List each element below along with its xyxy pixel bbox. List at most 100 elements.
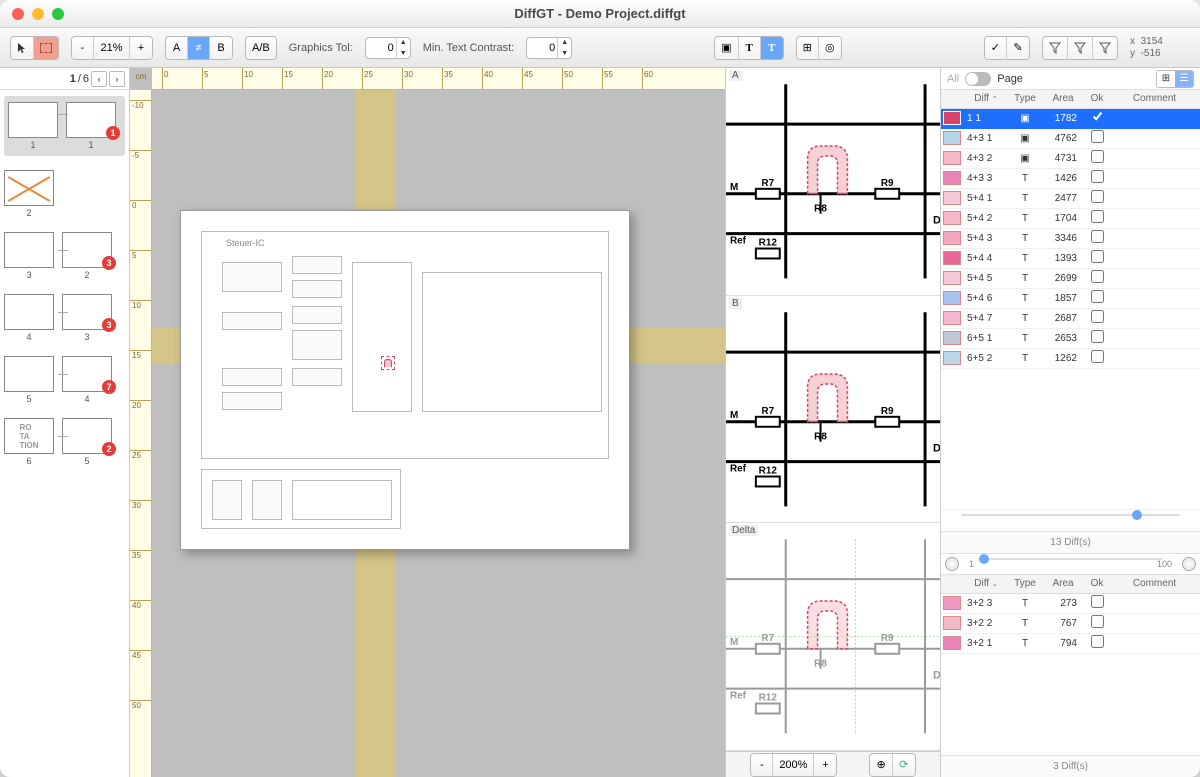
zoom-value[interactable]: 21%	[94, 37, 130, 59]
thumbnail-pair[interactable]: 323	[4, 232, 125, 280]
bottom-table-wrap[interactable]: Diff ⌄ Type Area Ok Comment 3+2 3T2733+2…	[941, 575, 1200, 755]
mode-b[interactable]: B	[210, 37, 232, 59]
table-row[interactable]: 4+3 2▣4731	[941, 148, 1200, 168]
table-row[interactable]: 6+5 2T1262	[941, 348, 1200, 368]
table-filter-bar: All Page ⊞ ☰	[941, 68, 1200, 90]
table-row[interactable]: 5+4 2T1704	[941, 208, 1200, 228]
table-row[interactable]: 1 1▣1782	[941, 108, 1200, 128]
zoom-icon[interactable]	[52, 8, 64, 20]
thumbnail-pair[interactable]: RO TA TION652	[4, 418, 125, 466]
top-table-wrap[interactable]: Diff ⌃ Type Area Ok Comment 1 1▣17824+3 …	[941, 90, 1200, 509]
grid-icon[interactable]: ⊞	[797, 37, 819, 59]
thumbnail-list[interactable]: 111 2 323 433 547 RO TA TION652	[0, 90, 129, 777]
view-mode-segment[interactable]: ⊞ ☰	[1156, 70, 1194, 88]
top-count: 13 Diff(s)	[941, 531, 1200, 553]
region-tool[interactable]	[34, 37, 58, 59]
step-down-icon[interactable]: ▼	[397, 48, 410, 59]
filter-toggle[interactable]	[965, 72, 991, 86]
ok-checkbox[interactable]	[1091, 190, 1104, 203]
table-row[interactable]: 3+2 3T273	[941, 593, 1200, 613]
view-grid-icon[interactable]: ⊞	[1157, 71, 1175, 87]
pointer-tool[interactable]	[11, 37, 34, 59]
table-row[interactable]: 5+4 1T2477	[941, 188, 1200, 208]
table-row[interactable]: 5+4 3T3346	[941, 228, 1200, 248]
ok-checkbox[interactable]	[1091, 170, 1104, 183]
step-up-icon[interactable]: ▲	[397, 37, 410, 48]
text-overlay-b-icon[interactable]: T	[761, 37, 783, 59]
table-row[interactable]: 4+3 1▣4762	[941, 128, 1200, 148]
svg-text:D: D	[933, 215, 940, 227]
table-row[interactable]: 6+5 1T2653	[941, 328, 1200, 348]
ok-checkbox[interactable]	[1091, 110, 1104, 123]
table-row[interactable]: 5+4 7T2687	[941, 308, 1200, 328]
ok-checkbox[interactable]	[1091, 150, 1104, 163]
mid-slider[interactable]: 1 100	[941, 553, 1200, 575]
min-text-input[interactable]	[527, 42, 557, 54]
window-title: DiffGT - Demo Project.diffgt	[514, 6, 685, 21]
svg-text:R8: R8	[814, 659, 827, 670]
mode-compare[interactable]: ≠	[188, 37, 210, 59]
text-overlay-a-icon[interactable]: T	[739, 37, 761, 59]
filter-a-icon[interactable]	[1043, 37, 1068, 59]
ok-checkbox[interactable]	[1091, 350, 1104, 363]
canvas[interactable]: Steuer-IC	[152, 90, 725, 777]
zoom-out-button[interactable]: -	[72, 37, 94, 59]
step-up-icon[interactable]: ▲	[558, 37, 571, 48]
ruler-vertical: -10-505101520253035404550	[130, 90, 152, 777]
ok-checkbox[interactable]	[1091, 290, 1104, 303]
pane-a[interactable]: A R7R9R12MRefDR8	[726, 68, 940, 296]
diff-table-top: Diff ⌃ Type Area Ok Comment 1 1▣17824+3 …	[941, 90, 1200, 369]
globe-left-icon[interactable]	[945, 557, 959, 571]
table-row[interactable]: 5+4 4T1393	[941, 248, 1200, 268]
svg-text:Ref: Ref	[730, 463, 747, 474]
graphics-tol-input[interactable]	[366, 42, 396, 54]
ok-checkbox[interactable]	[1091, 330, 1104, 343]
step-down-icon[interactable]: ▼	[558, 48, 571, 59]
thumbnail-pair[interactable]: 2	[4, 170, 125, 218]
globe-right-icon[interactable]	[1182, 557, 1196, 571]
min-text-stepper[interactable]: ▲▼	[526, 37, 572, 59]
ok-checkbox[interactable]	[1091, 310, 1104, 323]
ok-checkbox[interactable]	[1091, 210, 1104, 223]
compare-zoom-value[interactable]: 200%	[773, 754, 814, 776]
page-next-button[interactable]: ›	[109, 71, 125, 87]
table-row[interactable]: 3+2 1T794	[941, 633, 1200, 653]
thumbnail-pair[interactable]: 547	[4, 356, 125, 404]
filter-all-label: All	[947, 73, 959, 85]
ok-checkbox[interactable]	[1091, 270, 1104, 283]
graphics-tol-stepper[interactable]: ▲▼	[365, 37, 411, 59]
compare-search-icon[interactable]: ⊕	[870, 754, 892, 776]
ok-checkbox[interactable]	[1091, 615, 1104, 628]
ok-checkbox[interactable]	[1091, 250, 1104, 263]
zoom-in-button[interactable]: +	[130, 37, 152, 59]
ok-checkbox[interactable]	[1091, 130, 1104, 143]
minimize-icon[interactable]	[32, 8, 44, 20]
page-prev-button[interactable]: ‹	[91, 71, 107, 87]
edit-icon[interactable]: ✎	[1007, 37, 1029, 59]
pane-b[interactable]: B R7R9R12MRefDR8	[726, 296, 940, 524]
compare-zoom-in[interactable]: +	[814, 754, 836, 776]
check-icon[interactable]: ✓	[985, 37, 1007, 59]
target-icon[interactable]: ◎	[819, 37, 841, 59]
pane-delta[interactable]: Delta R7R9R12MRefDR8	[726, 523, 940, 751]
mode-a[interactable]: A	[166, 37, 188, 59]
ok-checkbox[interactable]	[1091, 635, 1104, 648]
thumbnail-pair[interactable]: 111	[4, 96, 125, 156]
thumbnail-pair[interactable]: 433	[4, 294, 125, 342]
view-list-icon[interactable]: ☰	[1175, 71, 1193, 87]
filter-b-icon[interactable]	[1068, 37, 1093, 59]
compare-refresh-icon[interactable]: ⟳	[893, 754, 915, 776]
table-row[interactable]: 3+2 2T767	[941, 613, 1200, 633]
mode-ab-button[interactable]: A/B	[245, 36, 277, 60]
compare-zoom-out[interactable]: -	[751, 754, 773, 776]
ok-checkbox[interactable]	[1091, 595, 1104, 608]
ok-checkbox[interactable]	[1091, 230, 1104, 243]
table-row[interactable]: 5+4 5T2699	[941, 268, 1200, 288]
filter-c-icon[interactable]	[1093, 37, 1117, 59]
canvas-panel: cm 051015202530354045505560 -10-50510152…	[130, 68, 725, 777]
top-slider[interactable]	[941, 509, 1200, 531]
table-row[interactable]: 4+3 3T1426	[941, 168, 1200, 188]
image-overlay-icon[interactable]: ▣	[715, 37, 738, 59]
table-row[interactable]: 5+4 6T1857	[941, 288, 1200, 308]
close-icon[interactable]	[12, 8, 24, 20]
